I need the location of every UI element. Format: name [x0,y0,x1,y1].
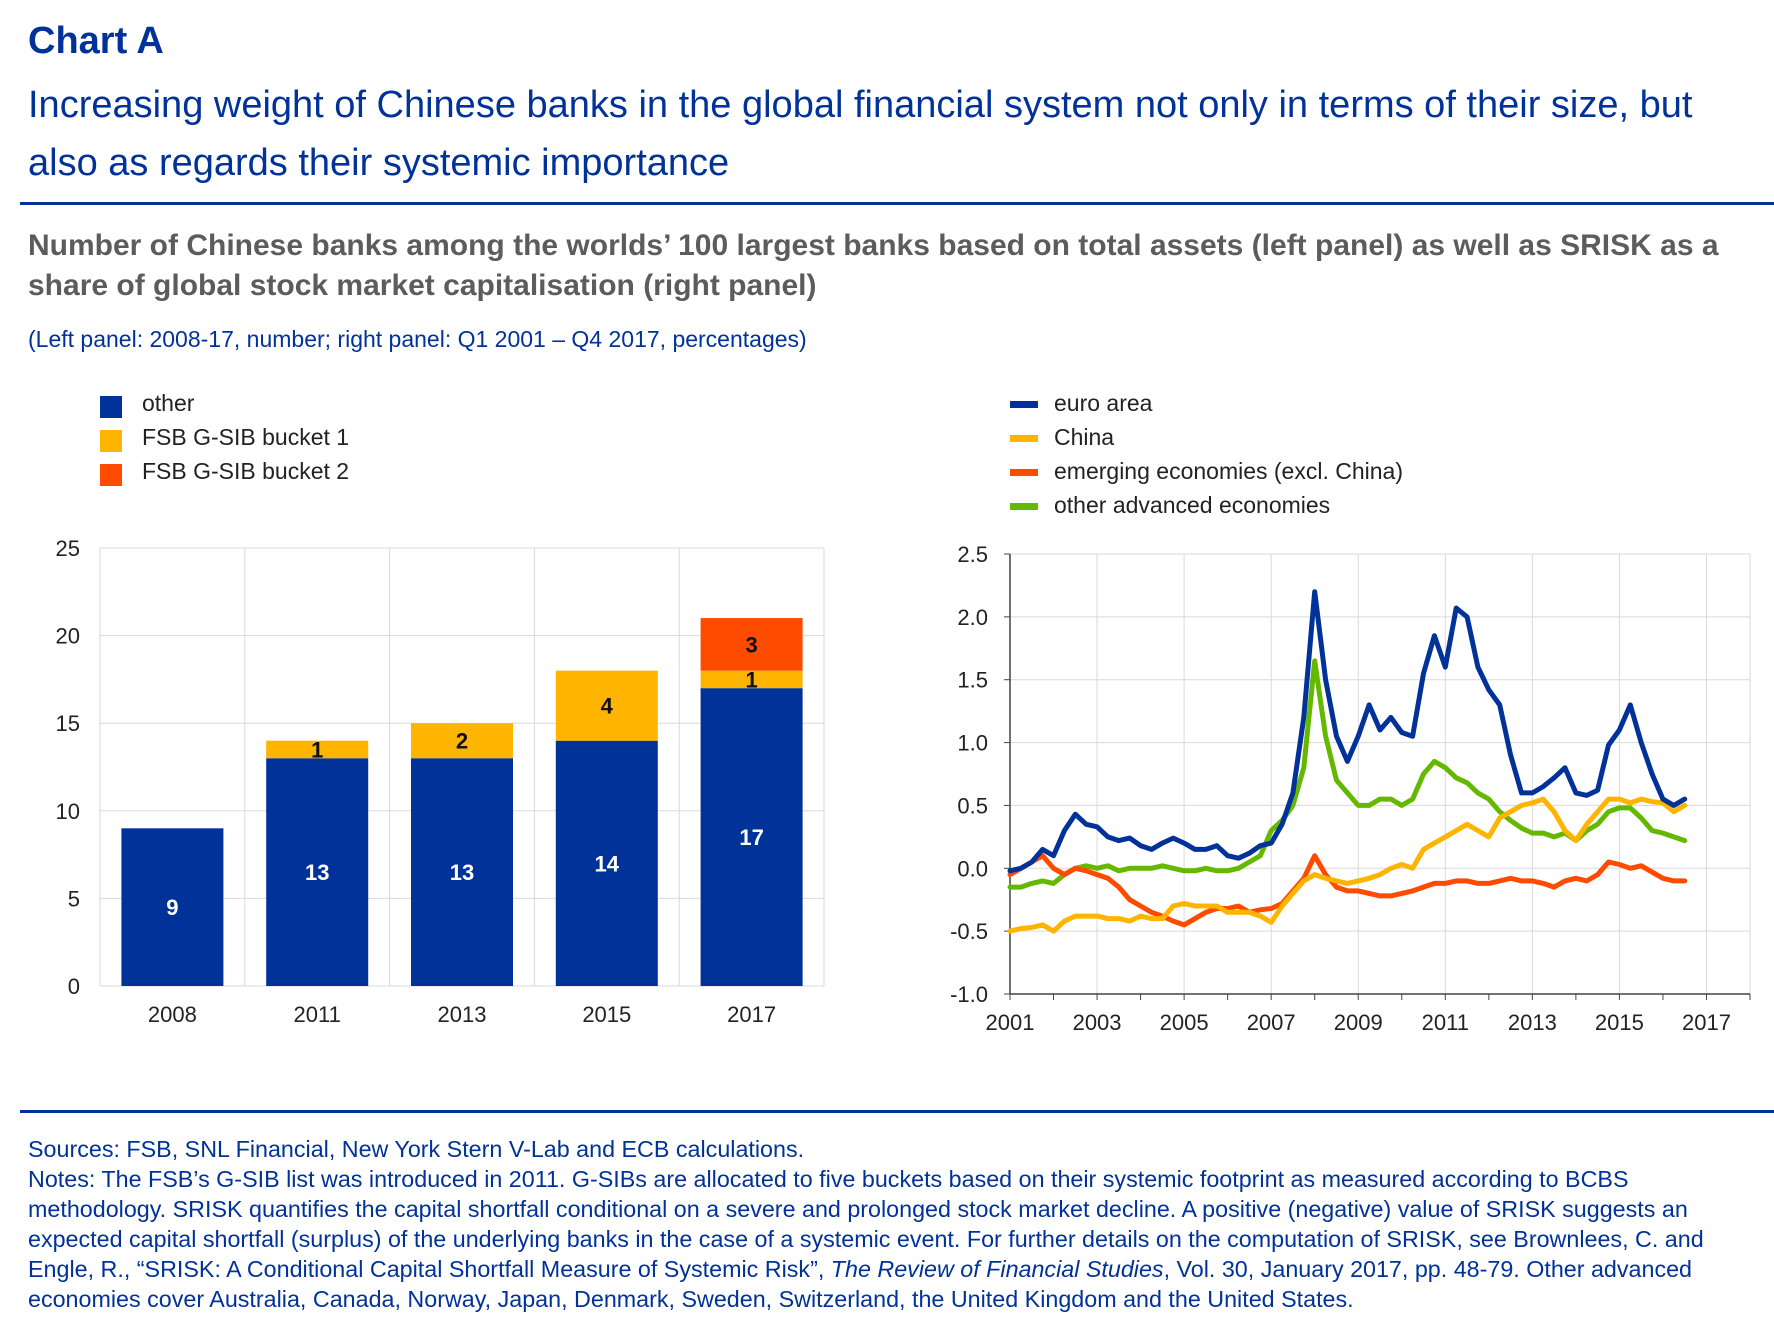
legend-label: emerging economies (excl. China) [1054,458,1403,484]
x-tick-label: 2013 [438,1002,487,1027]
top-divider [20,202,1774,205]
footer-notes: Sources: FSB, SNL Financial, New York St… [28,1134,1768,1314]
legend-label: FSB G-SIB bucket 2 [142,458,350,484]
bar-data-label: 9 [166,895,178,920]
x-tick-label: 2001 [986,1010,1035,1035]
legend-label: euro area [1054,390,1153,416]
x-tick-label: 2015 [1595,1010,1644,1035]
y-tick-label: 5 [68,886,80,911]
y-tick-label: 2.5 [957,542,988,567]
bar-data-label: 13 [450,860,474,885]
series-line-other-advanced [1007,658,1688,890]
bar-segment [700,618,803,671]
notes-text: Notes: The FSB’s G-SIB list was introduc… [28,1166,1704,1312]
y-tick-label: 0.0 [957,856,988,881]
y-tick-label: 25 [56,536,80,561]
y-tick-label: 0 [68,974,80,999]
bar-data-label: 1 [745,667,757,692]
bar-data-label: 1 [311,737,323,762]
legend-label: FSB G-SIB bucket 1 [142,424,350,450]
series-line-emerging [1007,853,1688,928]
sources-text: Sources: FSB, SNL Financial, New York St… [28,1136,805,1162]
bottom-divider [20,1110,1774,1113]
legend-swatch-bucket1 [100,430,122,452]
x-tick-label: 2009 [1334,1010,1383,1035]
line-chart-right-panel: -1.0 -0.5 0.0 0.5 1.0 1.5 2.0 2.5 2001 2003 2005 20… [950,542,1751,1035]
bar-segment [700,688,803,986]
bar-segment [411,723,513,759]
chart-headline: Increasing weight of Chinese banks in th… [28,84,1693,184]
y-tick-label: 15 [56,711,80,736]
journal-title: The Review of Financial Studies [830,1256,1164,1282]
y-tick-label: -1.0 [950,982,988,1007]
x-tick-label: 2015 [582,1002,631,1027]
bar-segment [411,758,513,986]
y-tick-label: 10 [56,799,80,824]
x-tick-label: 2017 [1682,1010,1731,1035]
legend-line-china [1010,435,1038,442]
bar-segment [555,670,658,741]
legend-line-euro-area [1010,401,1038,408]
y-tick-label: 20 [56,624,80,649]
x-tick-label: 2011 [1422,1010,1469,1035]
legend-label: other [142,390,195,416]
bar-data-label: 3 [745,632,757,657]
bar-segment [266,740,369,759]
bar-data-label: 14 [595,851,620,876]
y-tick-label: 1.0 [957,731,988,756]
bar-segment [266,758,369,986]
chart-subtitle: Number of Chinese banks among the worlds… [28,229,1719,302]
legend-line-emerging [1010,469,1038,476]
bar-data-label: 17 [739,825,763,850]
legend-label: China [1054,424,1115,450]
legend-label: other advanced economies [1054,492,1331,518]
bar-segment [121,828,224,986]
x-tick-label: 2011 [294,1002,341,1027]
legend-swatch-other [100,396,122,418]
series-line-euro-area [1007,589,1688,874]
series-line-china [1007,796,1688,934]
units-note: (Left panel: 2008-17, number; right pane… [28,326,807,352]
x-tick-label: 2013 [1508,1010,1557,1035]
x-tick-label: 2008 [148,1002,197,1027]
bar-data-label: 2 [456,729,468,754]
y-tick-label: -0.5 [950,919,988,944]
y-tick-label: 1.5 [957,668,988,693]
bar-segment [555,740,658,986]
y-tick-label: 2.0 [957,605,988,630]
bar-chart-left-panel: 0510152025920081312011132201314420151713… [56,536,825,1027]
y-tick-label: 0.5 [957,793,988,818]
x-tick-label: 2005 [1160,1010,1209,1035]
x-tick-label: 2007 [1247,1010,1296,1035]
legend-swatch-bucket2 [100,464,122,486]
x-tick-label: 2003 [1073,1010,1122,1035]
bar-data-label: 13 [305,860,329,885]
bar-segment [700,670,803,689]
bar-data-label: 4 [601,694,614,719]
chart-label: Chart A [28,20,164,62]
x-tick-label: 2017 [727,1002,776,1027]
legend-line-other-advanced [1010,503,1038,510]
